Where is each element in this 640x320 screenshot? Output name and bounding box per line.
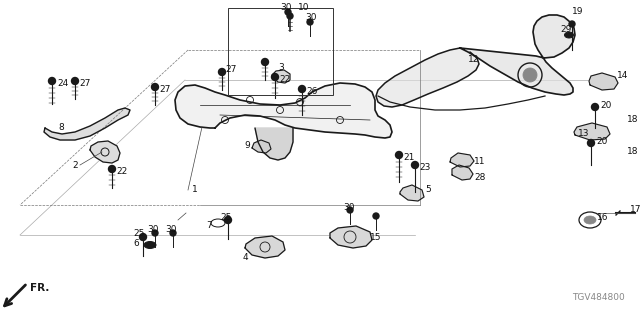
Text: 4: 4 xyxy=(243,253,248,262)
Circle shape xyxy=(396,151,403,158)
Ellipse shape xyxy=(584,216,596,224)
Circle shape xyxy=(588,140,595,147)
Circle shape xyxy=(109,165,115,172)
Circle shape xyxy=(298,85,305,92)
Text: 24: 24 xyxy=(57,78,68,87)
Ellipse shape xyxy=(564,32,573,38)
Circle shape xyxy=(373,213,379,219)
Circle shape xyxy=(285,9,291,15)
Text: 7: 7 xyxy=(206,220,212,229)
Circle shape xyxy=(152,230,158,236)
Circle shape xyxy=(152,84,159,91)
Text: 30: 30 xyxy=(165,226,177,235)
Polygon shape xyxy=(44,108,130,140)
Circle shape xyxy=(347,207,353,213)
Text: 23: 23 xyxy=(419,164,430,172)
Text: 21: 21 xyxy=(403,154,414,163)
Polygon shape xyxy=(574,123,610,140)
Circle shape xyxy=(287,13,293,19)
Polygon shape xyxy=(90,141,120,163)
Circle shape xyxy=(218,68,225,76)
Text: 5: 5 xyxy=(425,186,431,195)
Bar xyxy=(228,8,333,95)
Text: 14: 14 xyxy=(617,71,628,81)
Text: 30: 30 xyxy=(147,226,159,235)
Polygon shape xyxy=(589,73,618,90)
Text: 15: 15 xyxy=(370,233,381,242)
Text: 22: 22 xyxy=(116,167,127,177)
Text: 3: 3 xyxy=(278,63,284,73)
Circle shape xyxy=(591,103,598,110)
Circle shape xyxy=(569,21,575,27)
Text: 19: 19 xyxy=(572,7,584,17)
Text: 8: 8 xyxy=(58,124,64,132)
Text: 18: 18 xyxy=(627,116,639,124)
Text: 1: 1 xyxy=(192,186,198,195)
Text: 12: 12 xyxy=(468,55,479,65)
Text: 20: 20 xyxy=(596,138,607,147)
Polygon shape xyxy=(330,226,372,248)
Polygon shape xyxy=(255,128,293,160)
Circle shape xyxy=(225,217,232,223)
Text: 10: 10 xyxy=(298,4,310,12)
Text: 30: 30 xyxy=(343,203,355,212)
Circle shape xyxy=(523,68,537,82)
Polygon shape xyxy=(272,70,290,83)
Text: 25: 25 xyxy=(133,229,145,238)
Text: 27: 27 xyxy=(79,78,90,87)
Polygon shape xyxy=(452,165,473,180)
Text: 13: 13 xyxy=(578,129,589,138)
Circle shape xyxy=(271,74,278,81)
Polygon shape xyxy=(450,153,474,167)
Text: 27: 27 xyxy=(159,85,170,94)
Text: 25: 25 xyxy=(220,212,232,221)
Polygon shape xyxy=(460,15,575,95)
Text: 20: 20 xyxy=(600,100,611,109)
Circle shape xyxy=(140,234,147,241)
Text: 18: 18 xyxy=(627,148,639,156)
Circle shape xyxy=(72,77,79,84)
Circle shape xyxy=(412,162,419,169)
Polygon shape xyxy=(376,48,479,107)
Polygon shape xyxy=(252,140,271,153)
Text: 22: 22 xyxy=(279,76,291,84)
Circle shape xyxy=(262,59,269,66)
Text: 30: 30 xyxy=(305,13,317,22)
Text: 28: 28 xyxy=(474,173,485,182)
Circle shape xyxy=(49,77,56,84)
Text: 6: 6 xyxy=(133,239,139,249)
Ellipse shape xyxy=(144,242,156,249)
Text: 2: 2 xyxy=(72,161,77,170)
Text: TGV484800: TGV484800 xyxy=(572,293,625,302)
Text: 11: 11 xyxy=(474,157,486,166)
Circle shape xyxy=(170,230,176,236)
Text: 27: 27 xyxy=(225,66,236,75)
Text: 30: 30 xyxy=(280,4,291,12)
Polygon shape xyxy=(245,236,285,258)
Text: 26: 26 xyxy=(306,87,317,97)
Polygon shape xyxy=(175,83,392,138)
Text: 29: 29 xyxy=(560,26,572,35)
Text: 16: 16 xyxy=(597,212,609,221)
Text: FR.: FR. xyxy=(31,283,50,293)
Circle shape xyxy=(307,19,313,25)
Text: 17: 17 xyxy=(630,205,640,214)
Polygon shape xyxy=(400,185,424,201)
Text: 9: 9 xyxy=(244,141,250,150)
